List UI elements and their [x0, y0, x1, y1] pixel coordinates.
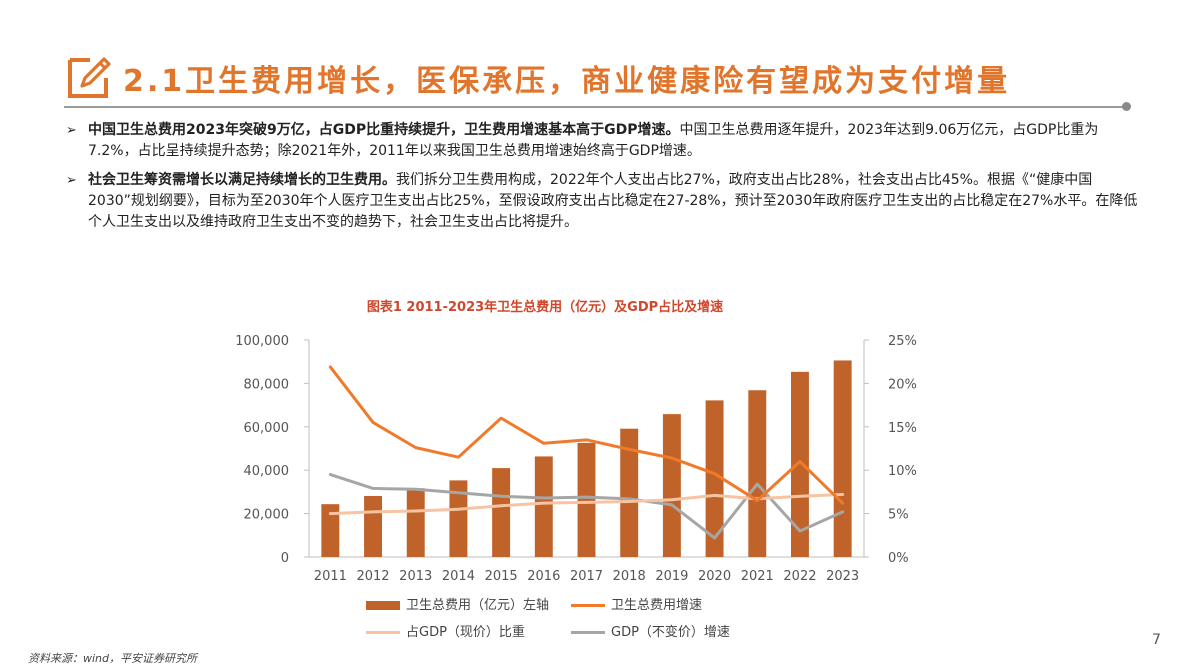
bullet-list: ➢ 中国卫生总费用2023年突破9万亿，占GDP比重持续提升，卫生费用增速基本高…	[64, 120, 1144, 241]
bar-2023	[833, 360, 852, 557]
divider-dot	[1122, 102, 1131, 111]
legend-swatch-line	[571, 604, 605, 607]
x-tick-label: 2023	[826, 569, 859, 584]
x-tick-label: 2022	[783, 569, 816, 584]
x-tick-label: 2020	[698, 569, 731, 584]
legend-swatch-line	[366, 631, 400, 634]
bullet-2-heading: 社会卫生筹资需增长以满足持续增长的卫生费用。	[88, 172, 396, 188]
bullet-arrow-icon: ➢	[66, 173, 77, 188]
bar-2021	[748, 390, 767, 557]
x-tick-label: 2019	[655, 569, 688, 584]
legend-label: 卫生总费用（亿元）左轴	[406, 598, 550, 613]
legend-item-gdp-growth: GDP（不变价）增速	[571, 621, 730, 640]
x-tick-label: 2016	[527, 569, 560, 584]
y-right-tick-label: 25%	[888, 334, 917, 349]
bar-2022	[790, 371, 809, 557]
legend-label: GDP（不变价）增速	[611, 625, 730, 640]
y-right-tick-label: 10%	[888, 464, 917, 479]
legend-label: 占GDP（现价）比重	[406, 625, 525, 640]
page-number: 7	[1152, 632, 1161, 648]
legend-item-growth: 卫生总费用增速	[571, 594, 702, 613]
bar-2013	[406, 488, 425, 557]
source-note: 资料来源：wind，平安证券研究所	[28, 652, 198, 665]
y-right-tick-label: 0%	[888, 551, 909, 566]
y-left-tick-label: 80,000	[244, 377, 290, 392]
bullet-1-text: 中国卫生总费用逐年提升，2023年达到9.06万亿元，占GDP比重为7.2%，占…	[88, 122, 1099, 159]
x-tick-label: 2021	[741, 569, 774, 584]
bullet-2-text: 我们拆分卫生费用构成，2022年个人支出占比27%，政府支出占比28%，社会支出…	[88, 172, 1138, 230]
title-logo	[64, 52, 114, 102]
x-tick-label: 2015	[485, 569, 518, 584]
bullet-item-2: ➢ 社会卫生筹资需增长以满足持续增长的卫生费用。我们拆分卫生费用构成，2022年…	[64, 170, 1144, 233]
title-divider	[64, 106, 1126, 108]
bar-2020	[705, 400, 724, 557]
x-tick-label: 2011	[314, 569, 347, 584]
bullet-1-heading: 中国卫生总费用2023年突破9万亿，占GDP比重持续提升，卫生费用增速基本高于G…	[88, 122, 680, 138]
bar-2014	[449, 480, 468, 557]
bar-2019	[662, 414, 681, 557]
y-right-tick-label: 20%	[888, 377, 917, 392]
line-series-2	[328, 493, 845, 516]
x-tick-label: 2018	[613, 569, 646, 584]
legend-item-gdp-share: 占GDP（现价）比重	[366, 621, 525, 640]
y-left-tick-label: 20,000	[244, 508, 290, 523]
y-left-tick-label: 40,000	[244, 464, 290, 479]
legend-label: 卫生总费用增速	[611, 598, 703, 613]
x-tick-label: 2014	[442, 569, 475, 584]
bullet-item-1: ➢ 中国卫生总费用2023年突破9万亿，占GDP比重持续提升，卫生费用增速基本高…	[64, 120, 1144, 162]
bar-2012	[364, 495, 383, 557]
y-right-tick-label: 15%	[888, 421, 917, 436]
legend-swatch-line	[571, 631, 605, 634]
pencil-icon	[68, 57, 111, 98]
y-left-tick-label: 60,000	[244, 421, 290, 436]
y-right-tick-label: 5%	[888, 508, 909, 523]
x-tick-label: 2017	[570, 569, 603, 584]
bar-2011	[321, 504, 340, 557]
bullet-arrow-icon: ➢	[66, 123, 77, 138]
x-tick-label: 2012	[356, 569, 389, 584]
x-tick-label: 2013	[399, 569, 432, 584]
y-left-tick-label: 0	[281, 551, 289, 566]
bar-2016	[534, 456, 553, 557]
line-series-1	[328, 365, 845, 505]
bar-2015	[492, 468, 511, 557]
page-title: 2.1卫生费用增长，医保承压，商业健康险有望成为支付增量	[123, 64, 1011, 99]
bar-2018	[620, 428, 639, 557]
bar-2017	[577, 442, 596, 557]
legend-swatch-bar	[366, 601, 400, 610]
chart-title: 图表1 2011-2023年卫生总费用（亿元）及GDP占比及增速	[366, 300, 724, 315]
line-series-3	[328, 473, 845, 540]
legend-item-expense: 卫生总费用（亿元）左轴	[366, 594, 549, 613]
y-left-tick-label: 100,000	[235, 334, 289, 349]
